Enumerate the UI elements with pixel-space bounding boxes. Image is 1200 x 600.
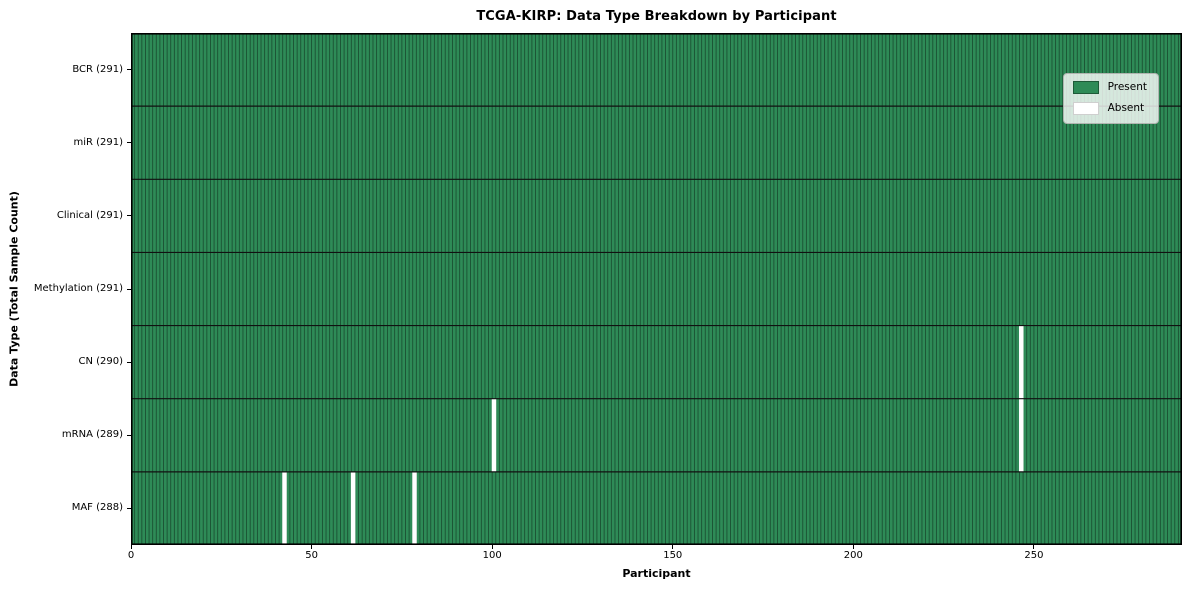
x-tick-label: 100 bbox=[482, 550, 502, 561]
y-tick-mark bbox=[127, 434, 131, 436]
x-tick-mark bbox=[1033, 545, 1035, 549]
x-tick-mark bbox=[130, 545, 132, 549]
x-tick-mark bbox=[852, 545, 854, 549]
y-tick-label: MAF (288) bbox=[71, 502, 123, 514]
legend: Present Absent bbox=[1062, 73, 1159, 124]
chart-title: TCGA-KIRP: Data Type Breakdown by Partic… bbox=[476, 9, 837, 24]
y-tick-label: BCR (291) bbox=[72, 63, 123, 75]
legend-label-absent: Absent bbox=[1107, 102, 1145, 115]
x-axis-label: Participant bbox=[622, 567, 691, 580]
x-tick-mark bbox=[672, 545, 674, 549]
y-tick-label: CN (290) bbox=[78, 356, 123, 368]
legend-swatch-absent bbox=[1072, 102, 1099, 115]
y-tick-label: Methylation (291) bbox=[33, 283, 123, 294]
legend-item-absent: Absent bbox=[1072, 102, 1147, 115]
x-tick-mark bbox=[311, 545, 313, 549]
x-tick-label: 200 bbox=[843, 550, 863, 561]
x-tick-label: 150 bbox=[663, 550, 683, 561]
heatmap-canvas bbox=[131, 33, 1182, 545]
x-tick-label: 0 bbox=[127, 550, 135, 561]
y-tick-label: mRNA (289) bbox=[61, 429, 123, 441]
x-tick-label: 50 bbox=[305, 550, 318, 561]
plot-area: Present Absent bbox=[131, 33, 1182, 545]
x-tick-label: 250 bbox=[1024, 550, 1044, 561]
y-tick-mark bbox=[127, 507, 131, 509]
y-tick-mark bbox=[127, 288, 131, 290]
y-tick-label: Clinical (291) bbox=[56, 209, 123, 221]
y-tick-mark bbox=[127, 361, 131, 363]
x-tick-mark bbox=[491, 545, 493, 549]
legend-swatch-present bbox=[1072, 81, 1099, 94]
y-axis-label: Data Type (Total Sample Count) bbox=[7, 191, 21, 387]
y-tick-mark bbox=[127, 69, 131, 71]
y-tick-mark bbox=[127, 142, 131, 144]
legend-label-present: Present bbox=[1107, 81, 1147, 94]
y-tick-mark bbox=[127, 215, 131, 217]
legend-item-present: Present bbox=[1072, 81, 1147, 94]
y-tick-label: miR (291) bbox=[73, 136, 123, 148]
